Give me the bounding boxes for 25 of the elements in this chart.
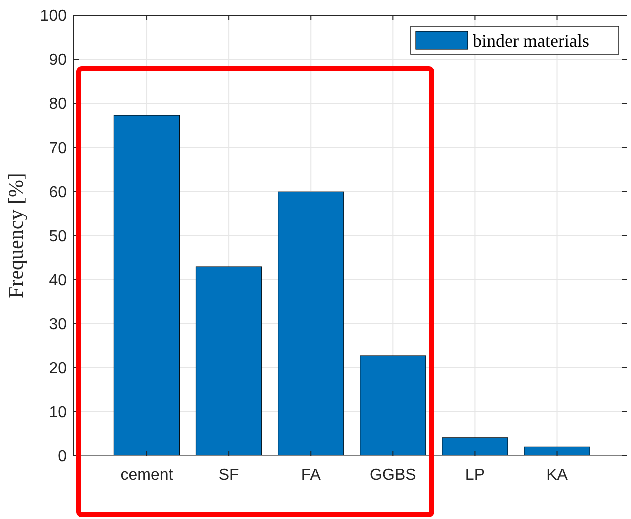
bar xyxy=(114,115,180,456)
x-tick-label: FA xyxy=(301,467,322,484)
y-tick-label: 80 xyxy=(49,96,68,114)
legend-label: binder materials xyxy=(473,30,590,51)
y-tick-label: 0 xyxy=(58,448,68,466)
bar xyxy=(360,356,426,456)
x-tick-label: LP xyxy=(465,467,485,484)
y-tick-label: 20 xyxy=(49,360,68,378)
y-tick-label: 30 xyxy=(49,316,68,334)
y-tick-label: 40 xyxy=(49,272,68,290)
x-tick-label: GGBS xyxy=(370,467,416,484)
x-tick-label: SF xyxy=(218,467,240,484)
y-tick-label: 60 xyxy=(49,184,68,202)
y-tick-label: 50 xyxy=(49,228,68,246)
bar xyxy=(196,266,262,456)
bar xyxy=(524,446,590,456)
x-tick-label: KA xyxy=(546,467,568,484)
y-tick-label: 100 xyxy=(40,8,68,26)
x-tick-label: cement xyxy=(120,467,174,484)
bar xyxy=(278,192,344,456)
y-tick-label: 90 xyxy=(49,52,68,70)
bar xyxy=(442,438,508,456)
y-axis-title: Frequency [%] xyxy=(4,173,28,298)
y-tick-label: 70 xyxy=(49,140,68,158)
y-tick-label: 10 xyxy=(49,404,68,422)
